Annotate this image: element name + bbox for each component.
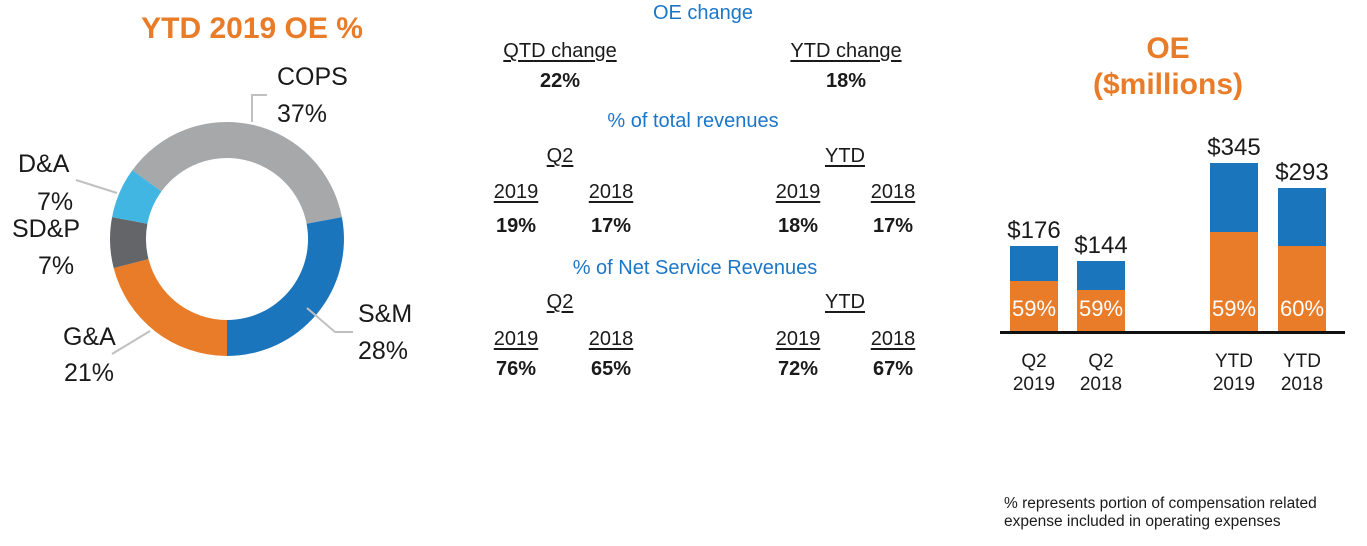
bar-category-label: Q2 — [1088, 351, 1114, 372]
nsr-value: 67% — [872, 358, 914, 380]
nsr-year-col: 2018 — [588, 328, 634, 350]
bar-chart-title-line1: OE — [1146, 32, 1190, 65]
total-rev-value: 19% — [495, 215, 537, 237]
total-rev-value: 17% — [590, 215, 632, 237]
bar-total-label: $144 — [1074, 232, 1128, 259]
donut-segment-sdp — [110, 217, 149, 269]
ytd-change-value: 18% — [825, 70, 867, 92]
total-rev-year-col: 2018 — [588, 181, 634, 203]
footnote: % represents portion of compensation rel… — [1004, 495, 1317, 530]
nsr-value: 65% — [590, 358, 632, 380]
stacked-bar — [1010, 246, 1058, 332]
donut-pct-cops: 37% — [277, 100, 328, 128]
donut-label-cops: COPS — [277, 63, 348, 91]
donut-pct-sdp: 7% — [38, 252, 75, 280]
total-rev-year-col: 2019 — [775, 181, 821, 203]
bar-category-label: YTD — [1215, 351, 1253, 372]
ytd-change-label: YTD change — [790, 40, 902, 62]
total-revenues-title: % of total revenues — [607, 110, 779, 132]
qtd-change-label: QTD change — [503, 40, 617, 62]
nsr-q2-group: Q2 — [546, 291, 574, 313]
bar-other-segment — [1077, 261, 1125, 290]
total-rev-year-col: 2018 — [870, 181, 916, 203]
total-rev-year-col: 2019 — [493, 181, 539, 203]
bar-other-segment — [1278, 188, 1326, 246]
bar-category-label: 2018 — [1079, 374, 1123, 395]
bar-comp-pct-label: 60% — [1279, 296, 1325, 321]
bar-chart-title-line2: ($millions) — [1092, 68, 1243, 101]
nsr-value: 76% — [495, 358, 537, 380]
donut-pct-da: 7% — [37, 188, 74, 216]
total-rev-value: 18% — [777, 215, 819, 237]
leader-line-da — [75, 179, 118, 194]
total-rev-ytd-group: YTD — [825, 145, 865, 167]
donut-segment-da — [112, 170, 162, 224]
bar-comp-segment — [1010, 281, 1058, 332]
leader-line-cops — [251, 94, 267, 122]
donut-label-ga: G&A — [63, 323, 116, 351]
nsr-ytd-group: YTD — [825, 291, 865, 313]
bar-category-label: 2019 — [1012, 374, 1056, 395]
bar-comp-segment — [1210, 232, 1258, 332]
bar-other-segment — [1010, 246, 1058, 281]
bar-category-label: 2019 — [1212, 374, 1256, 395]
donut-pct-ga: 21% — [64, 359, 115, 387]
donut-label-sdp: SD&P — [12, 215, 81, 243]
donut-segment-cops — [132, 121, 342, 224]
leader-line-sm — [306, 307, 353, 333]
stacked-bar — [1278, 188, 1326, 332]
bar-comp-segment — [1278, 246, 1326, 332]
qtd-change-value: 22% — [539, 70, 581, 92]
bar-chart-axis — [1000, 331, 1345, 334]
bar-comp-segment — [1077, 290, 1125, 332]
donut-pct-sm: 28% — [358, 337, 409, 365]
bar-comp-pct-label: 59% — [1078, 296, 1124, 321]
bar-category-label: YTD — [1283, 351, 1321, 372]
nsr-year-col: 2019 — [775, 328, 821, 350]
donut-segment-ga — [113, 259, 227, 356]
donut-chart — [75, 94, 353, 356]
bar-total-label: $176 — [1007, 217, 1061, 244]
nsr-year-col: 2019 — [493, 328, 539, 350]
total-rev-q2-group: Q2 — [546, 145, 574, 167]
bar-comp-pct-label: 59% — [1011, 296, 1057, 321]
total-rev-value: 17% — [872, 215, 914, 237]
donut-chart-title: YTD 2019 OE % — [141, 12, 363, 45]
nsr-value: 72% — [777, 358, 819, 380]
bar-category-label: Q2 — [1021, 351, 1047, 372]
bar-total-label: $345 — [1207, 134, 1261, 161]
bar-category-label: 2018 — [1280, 374, 1324, 395]
oe-change-title: OE change — [652, 2, 754, 24]
stacked-bar — [1210, 163, 1258, 332]
stacked-bar — [1077, 261, 1125, 332]
donut-label-da: D&A — [18, 150, 70, 178]
bar-total-label: $293 — [1275, 159, 1329, 186]
donut-label-sm: S&M — [358, 300, 413, 328]
net-service-revenues-title: % of Net Service Revenues — [572, 257, 818, 279]
bar-comp-pct-label: 59% — [1211, 296, 1257, 321]
leader-line-ga — [111, 330, 151, 355]
donut-segment-sm — [227, 217, 344, 356]
bar-other-segment — [1210, 163, 1258, 232]
nsr-year-col: 2018 — [870, 328, 916, 350]
